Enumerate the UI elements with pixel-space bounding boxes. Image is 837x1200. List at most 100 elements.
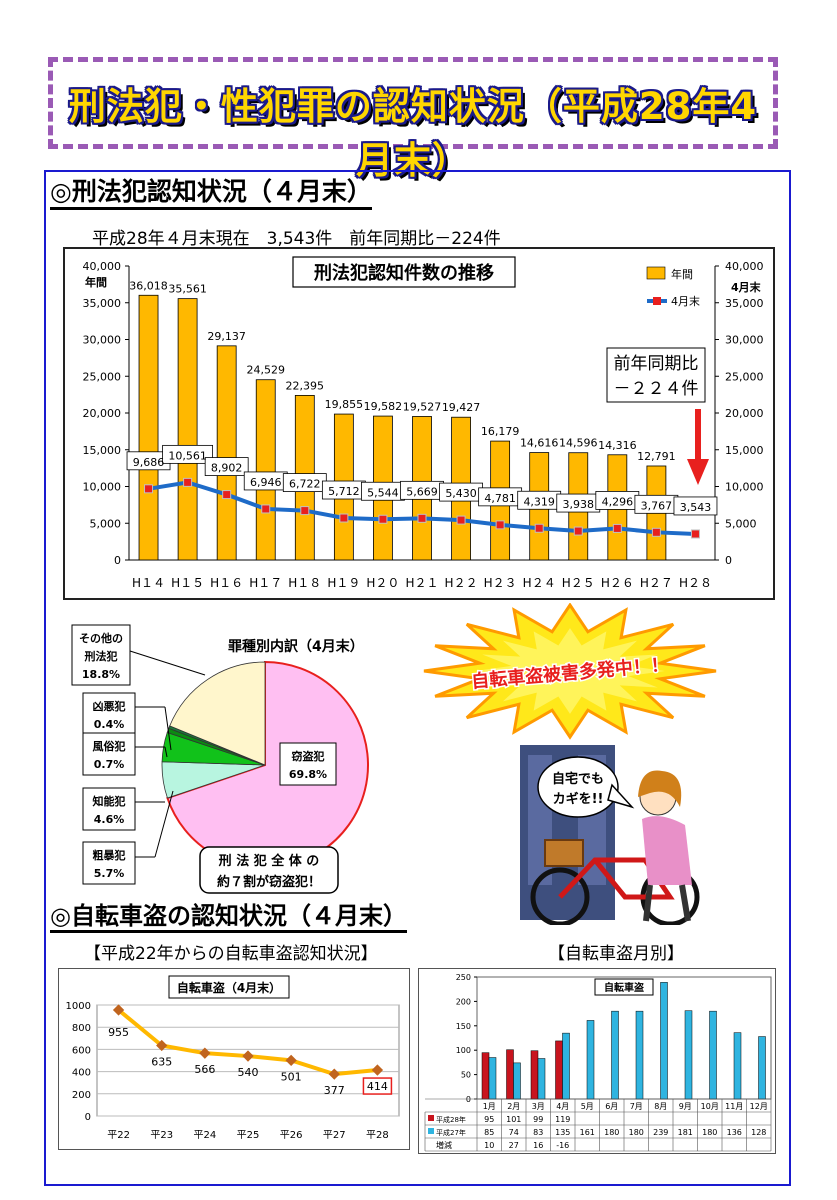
- section1-heading: ◎刑法犯認知状況（４月末）: [50, 178, 372, 210]
- y-axis-label: 年間: [85, 275, 107, 289]
- bar-label: 19,582: [364, 400, 403, 413]
- chart3-bar-h27: [733, 1032, 742, 1100]
- line-label: 6,722: [289, 478, 321, 491]
- x-tick-label: H１６: [210, 576, 243, 590]
- line-point: [183, 477, 193, 487]
- chart3-ytick: 100: [456, 1046, 471, 1055]
- line-point: [573, 526, 583, 536]
- chart3-cell-h27: 161: [580, 1128, 595, 1137]
- bar-label: 19,855: [325, 398, 364, 411]
- chart3-cell-diff: -16: [556, 1141, 569, 1150]
- chart3-cell-h27: 85: [484, 1128, 494, 1137]
- title-banner: 刑法犯・性犯罪の認知状況（平成28年4月末）: [48, 57, 778, 182]
- legend-bar-label: 年間: [671, 267, 693, 281]
- pie-slice-5: [169, 661, 266, 766]
- y2-tick-label: 35,000: [725, 297, 764, 310]
- chart1-title-box: [292, 256, 516, 288]
- chart3-row-diff-label: 増減: [436, 1140, 452, 1150]
- kyoaku-label: 0.4%: [94, 718, 125, 731]
- chart3-container: 0 50 100 150 200 250 自転車盗 1月 95 85 10 2月 101 74 27 3月 99…: [418, 968, 776, 1154]
- x-tick-label: H２５: [562, 576, 595, 590]
- chart2-label: 501: [281, 1070, 302, 1083]
- chart3-cell-diff: 10: [484, 1141, 494, 1150]
- chino-label: 知能犯: [92, 794, 126, 808]
- chart2-xtick: 平24: [193, 1130, 216, 1141]
- pie-title: 罪種別内訳（4月末）: [228, 638, 364, 655]
- x-tick-label: H１８: [288, 576, 321, 590]
- chart2-ytick: 200: [72, 1090, 91, 1101]
- bar-label: 36,018: [129, 279, 168, 292]
- chart3-bar-h27: [562, 1032, 570, 1100]
- section1-summary: 平成28年４月末現在 3,543件 前年同期比－224件: [92, 229, 501, 249]
- x-tick-label: H２８: [679, 576, 712, 590]
- chart3-title-box: [594, 978, 654, 996]
- chart3-bar-h27: [660, 982, 668, 1100]
- sobo-label: 5.7%: [94, 867, 125, 880]
- page-title: 刑法犯・性犯罪の認知状況（平成28年4月末）: [68, 85, 758, 182]
- fuzoku-label: 風俗犯: [93, 739, 126, 753]
- chart3-bar-h28: [481, 1052, 490, 1100]
- line-point: [339, 513, 349, 523]
- y2-axis-label: 4月末: [731, 280, 762, 294]
- y2-tick-label: 0: [725, 554, 732, 567]
- chart3-cell-h27: 74: [509, 1128, 519, 1137]
- kyoaku-box: [82, 692, 136, 736]
- chart3-xtick: 12月: [750, 1102, 768, 1111]
- x-tick-label: H１７: [249, 576, 282, 590]
- arrow-shaft: [695, 409, 701, 461]
- y-tick-label: 15,000: [83, 444, 122, 457]
- leader-kyoaku2: [164, 706, 172, 751]
- chart3-ytick: 250: [456, 973, 471, 982]
- chart3-bar-h28: [506, 1049, 514, 1100]
- chart3-ytick: 0: [466, 1095, 471, 1104]
- chart3-legend-h27: 平成27年: [436, 1128, 466, 1137]
- chart2-svg: 0 200 400 600 800 1000 自転車盗（4月末） 955 平22 635 平23 56…: [66, 975, 400, 1141]
- chart2-title-box: [168, 975, 290, 999]
- line-label: 4,781: [484, 492, 515, 505]
- speech-tail: [607, 783, 635, 809]
- bar-label: 12,791: [637, 450, 676, 463]
- x-tick-label: H２３: [484, 576, 517, 590]
- line-label: 5,712: [328, 485, 360, 498]
- fuzoku-box: [82, 732, 136, 776]
- x-tick-label: H２２: [445, 576, 478, 590]
- y-tick-label: 20,000: [83, 407, 122, 420]
- chart2-container: 0 200 400 600 800 1000 自転車盗（4月末） 955 平22 635 平23 56…: [58, 968, 410, 1150]
- chart3-bar-h27: [635, 1010, 644, 1100]
- line-point: [612, 523, 622, 533]
- chart3-xtick: 5月: [581, 1102, 594, 1111]
- line-label-box: [673, 496, 718, 516]
- callout-line2: 約７割が窃盗犯！: [217, 874, 321, 890]
- annotation-box: [606, 347, 706, 403]
- chart3-xtick: 9月: [679, 1102, 692, 1111]
- chart3-cell-diff: 16: [533, 1141, 543, 1150]
- chart2-xtick: 平28: [366, 1130, 389, 1141]
- sobo-box: [82, 841, 136, 885]
- bar-label: 24,529: [246, 364, 285, 377]
- chart3-svg: 0 50 100 150 200 250 自転車盗 1月 95 85 10 2月 101 74 27 3月 99…: [424, 973, 772, 1152]
- arrow-head: [687, 459, 709, 485]
- chart3-cell-h28: 95: [484, 1115, 494, 1124]
- line-point: [534, 523, 544, 533]
- content-frame: [44, 170, 791, 1186]
- x-tick-label: H１９: [327, 576, 360, 590]
- line-point: [690, 529, 700, 539]
- annotation-line1: 前年同期比: [614, 354, 699, 374]
- caption-left: 【平成22年からの自転車盗認知状況】: [84, 944, 378, 964]
- bar-label: 14,596: [559, 437, 598, 450]
- line-point: [222, 490, 232, 500]
- leader-other: [129, 650, 206, 676]
- chart2-xtick: 平25: [237, 1130, 260, 1141]
- chart2-ytick: 0: [85, 1112, 91, 1123]
- annotation-line2: －２２４件: [614, 379, 699, 399]
- y2-tick-label: 25,000: [725, 370, 764, 383]
- other-label: 刑法犯: [85, 649, 118, 663]
- speech-line1: 自宅でも: [552, 771, 604, 787]
- x-tick-label: H１４: [132, 576, 165, 590]
- chart2-label: 635: [151, 1056, 172, 1069]
- chart2-label: 540: [238, 1066, 259, 1079]
- line-point: [300, 506, 310, 516]
- fuzoku-label: 0.7%: [94, 758, 125, 771]
- bar-annual: [177, 298, 198, 561]
- y2-tick-label: 10,000: [725, 481, 764, 494]
